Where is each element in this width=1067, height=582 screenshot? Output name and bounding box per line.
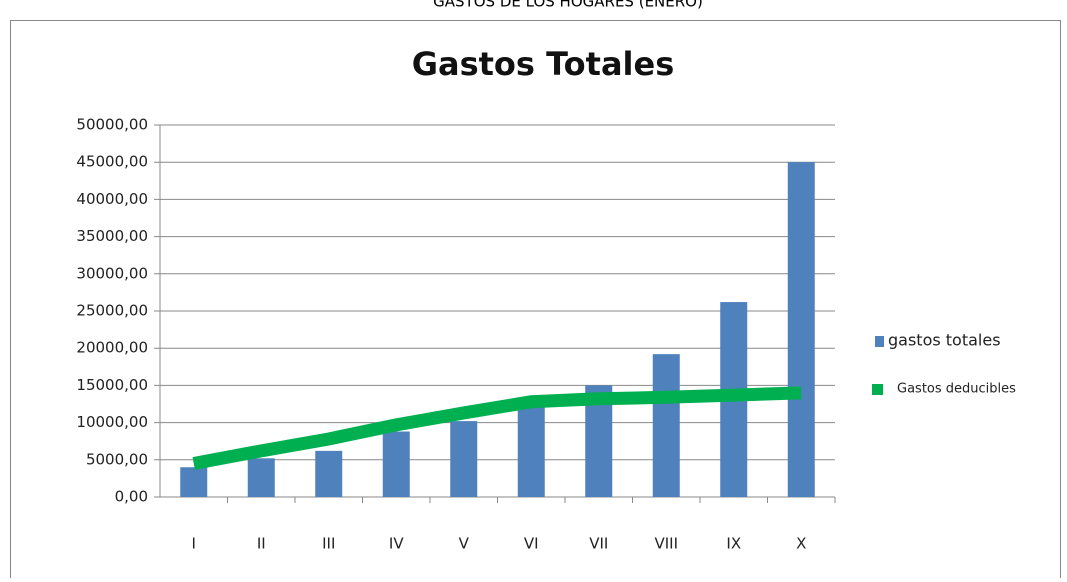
x-tick-label: V [459, 535, 470, 553]
bar [315, 450, 343, 497]
y-tick-label: 25000,00 [76, 302, 148, 320]
x-tick-label: VII [589, 535, 608, 553]
y-tick-label: 10000,00 [76, 413, 148, 431]
bar [652, 354, 680, 497]
y-tick-label: 20000,00 [76, 339, 148, 357]
legend-label: Gastos deducibles [897, 382, 1016, 397]
chart-title: Gastos Totales [412, 45, 675, 83]
legend-swatch [875, 336, 884, 347]
bar [450, 421, 478, 497]
x-tick-label: IV [389, 535, 404, 553]
bar [517, 400, 545, 497]
x-tick-label: III [322, 535, 335, 553]
x-tick-label: IX [726, 535, 741, 553]
legend-label: gastos totales [888, 331, 1001, 350]
y-tick-label: 5000,00 [86, 450, 148, 468]
bar [382, 431, 410, 497]
y-tick-label: 30000,00 [76, 264, 148, 282]
x-tick-label: I [192, 535, 196, 553]
y-tick-label: 35000,00 [76, 227, 148, 245]
legend-swatch [872, 384, 883, 395]
y-tick-label: 0,00 [115, 488, 148, 506]
bar [787, 162, 815, 497]
bar [247, 458, 275, 497]
y-tick-label: 15000,00 [76, 376, 148, 394]
header: GASTOS DE LOS HOGARES (ENERO) [433, 0, 703, 11]
x-tick-label: X [796, 535, 806, 553]
y-tick-label: 45000,00 [76, 153, 148, 171]
x-tick-label: VIII [654, 535, 678, 553]
line [192, 386, 802, 470]
y-tick-label: 40000,00 [76, 190, 148, 208]
y-tick-label: 50000,00 [76, 116, 148, 134]
x-tick-label: II [257, 535, 266, 553]
bar [180, 467, 208, 497]
x-tick-label: VI [524, 535, 539, 553]
